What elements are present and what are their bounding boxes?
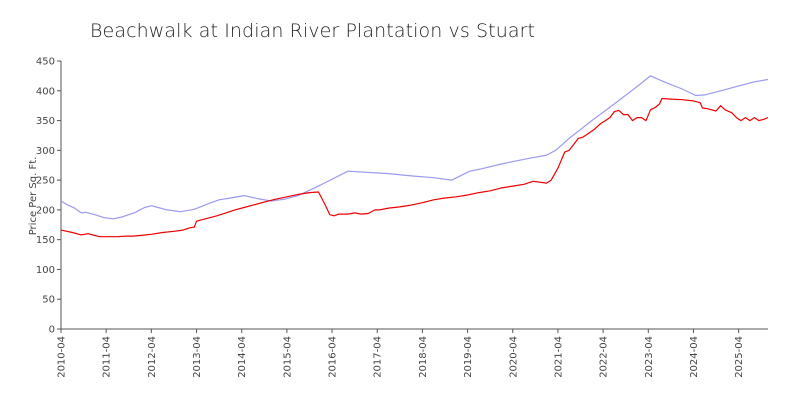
x-tick-label: 2018-04 bbox=[418, 336, 429, 378]
x-tick-label: 2014-04 bbox=[237, 336, 248, 378]
chart-title: Beachwalk at Indian River Plantation vs … bbox=[90, 20, 536, 42]
y-axis-label: Price Per Sq. Ft. bbox=[28, 157, 39, 236]
x-tick-label: 2019-04 bbox=[463, 336, 474, 378]
y-tick-label: 450 bbox=[36, 57, 55, 68]
series-lines bbox=[60, 75, 769, 238]
x-axis: 2010-04 2011-04 2012-04 2013-04 2014-04 2015-… bbox=[57, 328, 768, 378]
y-tick-label: 200 bbox=[36, 205, 55, 216]
y-tick-label: 250 bbox=[36, 176, 55, 187]
x-tick-label: 2011-04 bbox=[102, 336, 113, 378]
series-line-beachwalk-at-indian-river-plantation bbox=[60, 97, 769, 238]
x-tick-label: 2024-04 bbox=[689, 336, 700, 378]
x-tick-label: 2017-04 bbox=[373, 336, 384, 378]
y-tick-label: 0 bbox=[49, 325, 55, 336]
x-tick-label: 2013-04 bbox=[192, 336, 203, 378]
x-tick-label: 2023-04 bbox=[644, 336, 655, 378]
x-tick-label: 2012-04 bbox=[147, 336, 158, 378]
y-axis: 0 50 100 150 200 250 300 350 400 450 bbox=[36, 57, 62, 336]
x-tick-label: 2025-04 bbox=[734, 336, 745, 378]
y-tick-label: 300 bbox=[36, 146, 55, 157]
y-tick-label: 400 bbox=[36, 86, 55, 97]
x-tick-label: 2021-04 bbox=[553, 336, 564, 378]
y-tick-label: 50 bbox=[42, 295, 55, 306]
x-tick-label: 2022-04 bbox=[599, 336, 610, 378]
y-tick-label: 150 bbox=[36, 235, 55, 246]
x-tick-label: 2016-04 bbox=[328, 336, 339, 378]
x-tick-label: 2010-04 bbox=[57, 336, 68, 378]
x-tick-label: 2015-04 bbox=[282, 336, 293, 378]
x-tick-label: 2020-04 bbox=[508, 336, 519, 378]
y-tick-label: 350 bbox=[36, 116, 55, 127]
y-tick-label: 100 bbox=[36, 265, 55, 276]
series-line-stuart bbox=[60, 75, 769, 220]
